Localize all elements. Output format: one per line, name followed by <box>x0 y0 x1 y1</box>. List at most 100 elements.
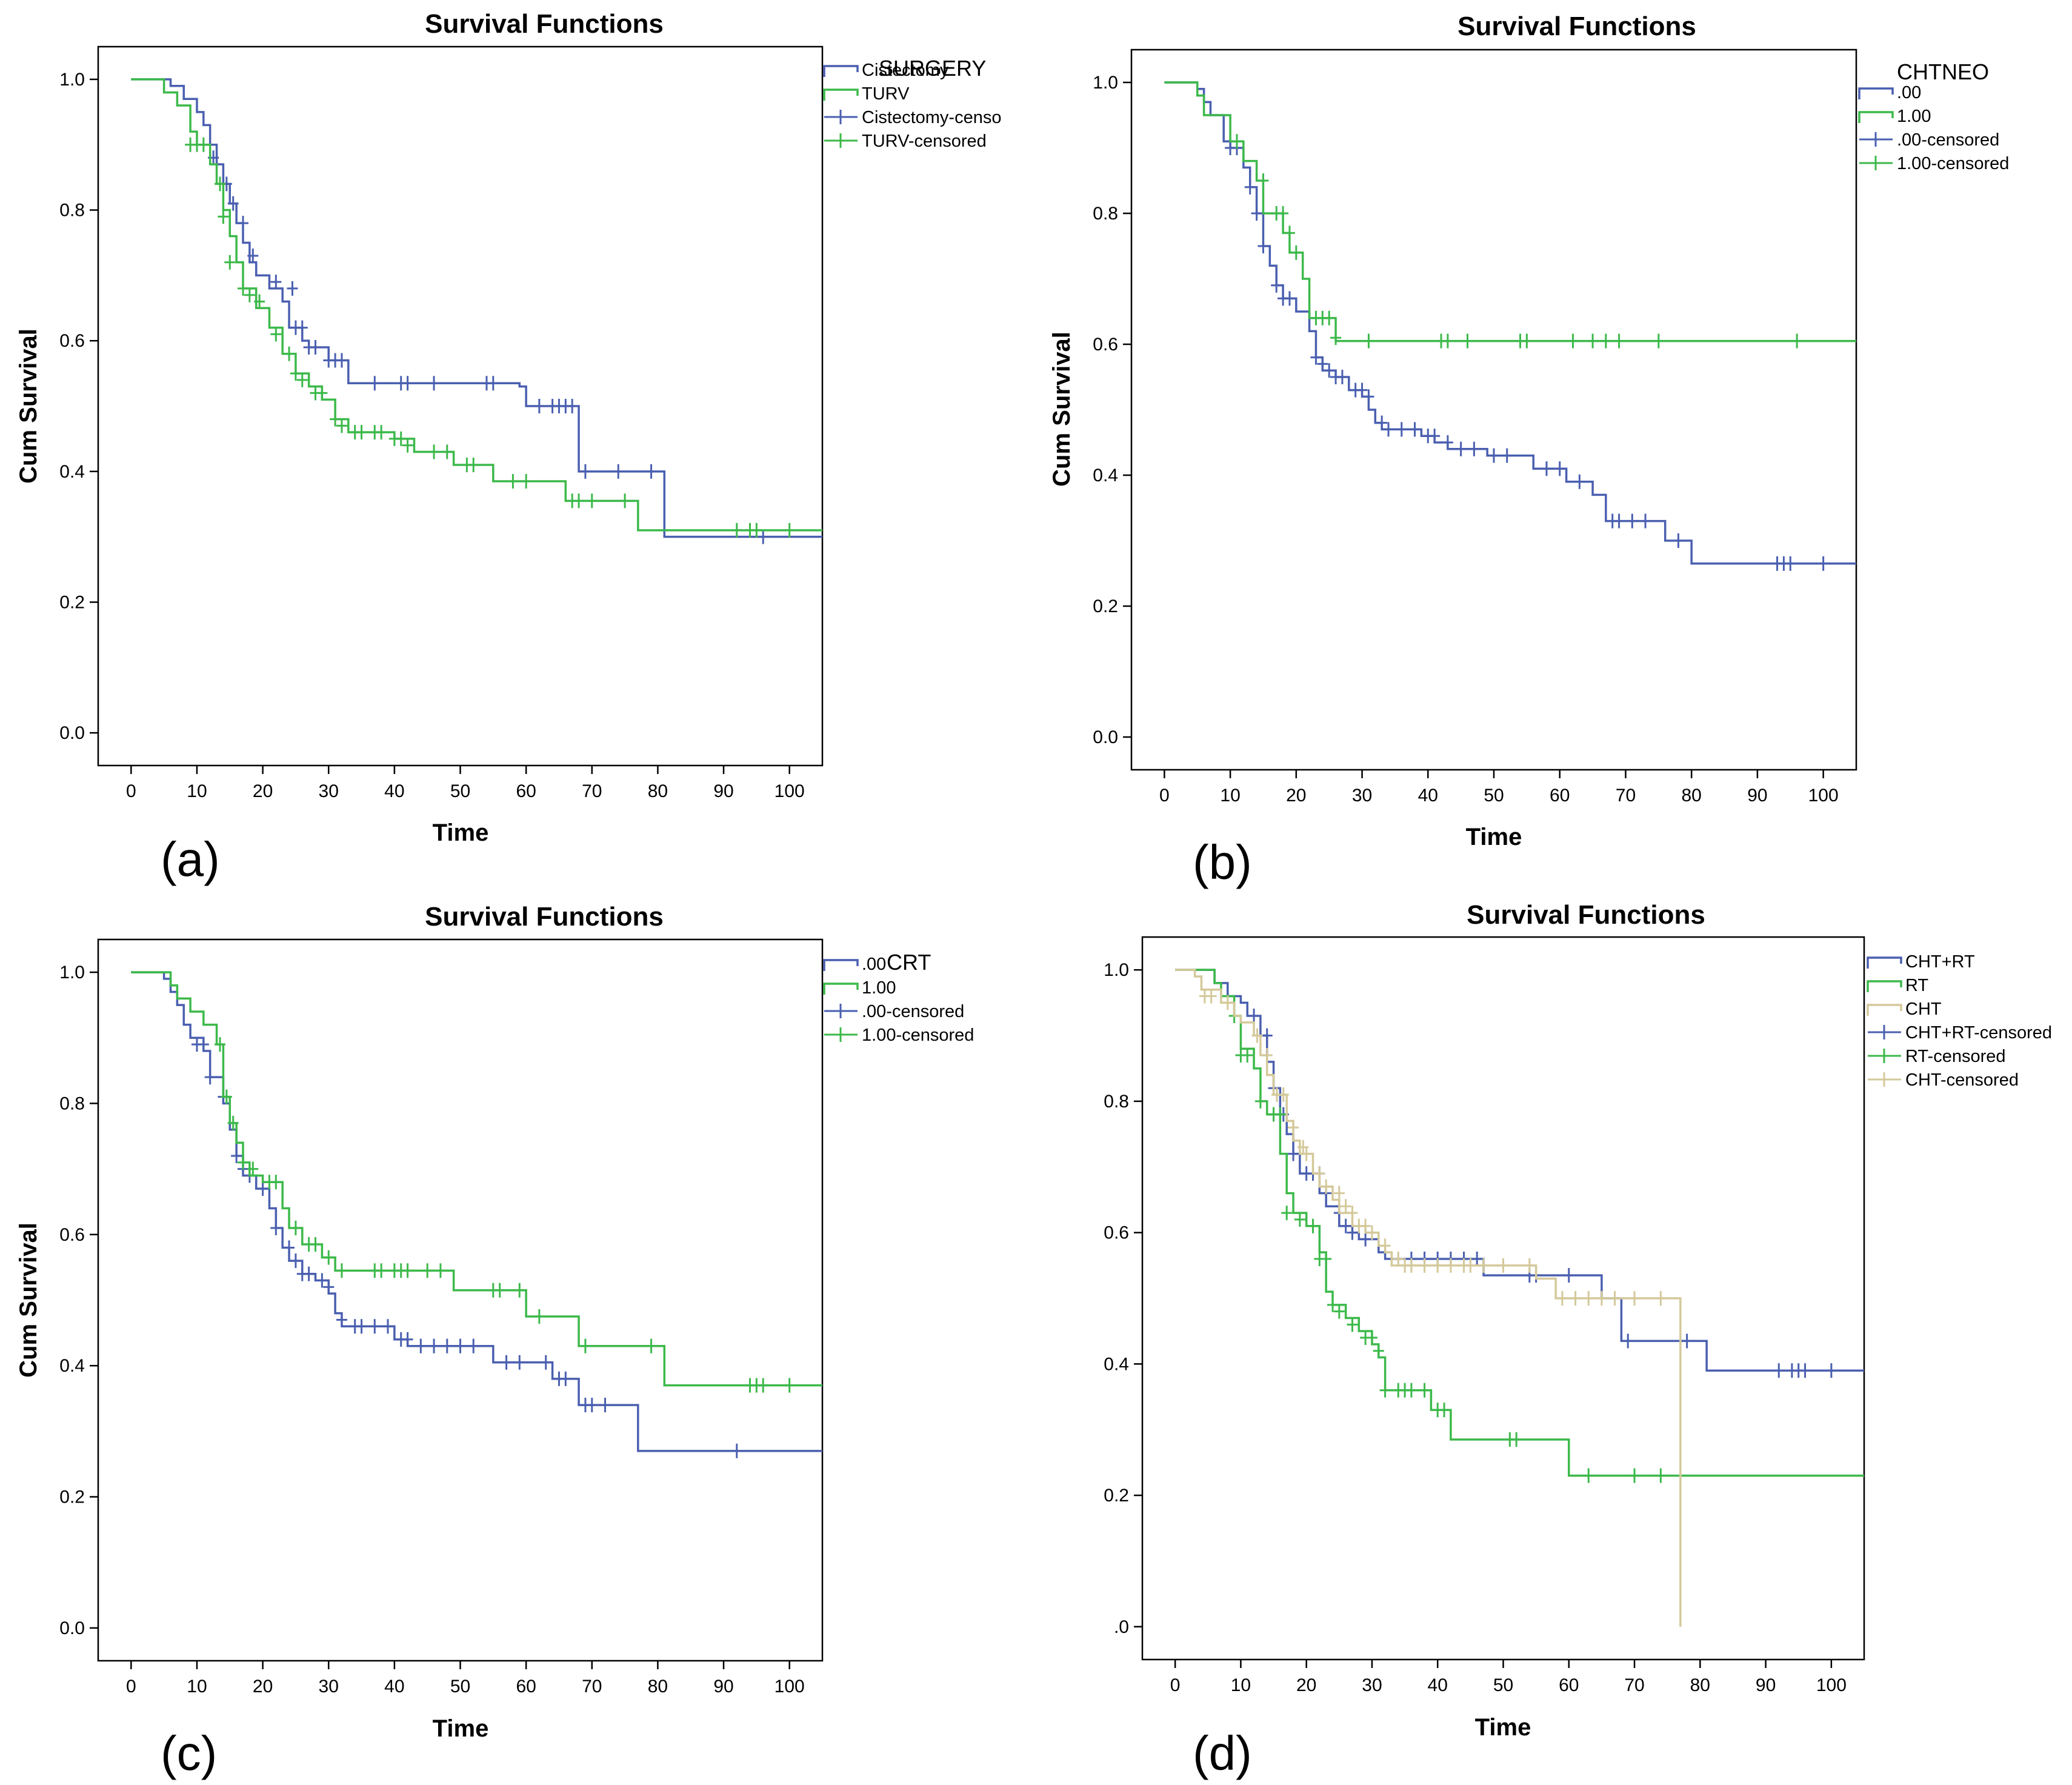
legend-swatch-step <box>823 88 859 101</box>
x-tick-label: 20 <box>253 1677 273 1697</box>
censor-mark <box>356 1319 367 1334</box>
censor-mark <box>1596 1291 1607 1306</box>
censor-mark <box>1324 310 1335 325</box>
censor-mark <box>1310 350 1322 365</box>
censor-mark <box>1629 1291 1641 1306</box>
legend-entry: Cistectomy <box>823 61 949 80</box>
censor-mark <box>1429 429 1441 444</box>
censor-mark <box>1613 333 1625 349</box>
legend-entry: .00-censored <box>824 1002 964 1021</box>
censor-mark <box>645 1338 657 1353</box>
x-tick-label: 30 <box>319 781 339 801</box>
censor-mark <box>1340 1199 1351 1214</box>
censor-mark <box>204 1070 216 1085</box>
censor-mark <box>1258 239 1269 253</box>
legend-entry: Cistectomy-censo <box>824 108 1001 127</box>
x-tick-label: 50 <box>450 1677 470 1697</box>
legend-label: 1.00-censored <box>862 1026 974 1045</box>
x-tick-label: 80 <box>648 1677 668 1697</box>
censor-mark <box>514 1283 525 1298</box>
censor-mark <box>441 444 453 459</box>
censor-mark <box>402 1263 413 1278</box>
censor-mark <box>1655 1468 1667 1483</box>
censor-mark <box>428 444 440 459</box>
censor-mark <box>1271 278 1282 293</box>
censor-mark <box>1462 333 1473 349</box>
censor-mark <box>254 294 265 309</box>
legend-label: .00 <box>862 955 886 974</box>
censor-mark <box>336 418 347 433</box>
censor-mark <box>336 1312 347 1327</box>
legend-label: .00-censored <box>862 1002 964 1021</box>
censor-mark <box>1324 363 1335 378</box>
censor-mark <box>1785 556 1796 571</box>
x-tick-label: 40 <box>1428 1675 1448 1695</box>
x-tick-label: 40 <box>1418 786 1438 806</box>
y-tick-label: 0.0 <box>59 723 85 743</box>
legend-label: 1.00-censored <box>1897 154 2009 173</box>
censor-mark <box>1301 1146 1312 1161</box>
legend-label: RT-censored <box>1905 1047 2006 1066</box>
censor-mark <box>1629 1468 1641 1483</box>
legend-entry: 1.00 <box>1858 107 1931 126</box>
censor-mark <box>579 1338 591 1353</box>
censor-mark <box>1281 1206 1293 1221</box>
y-tick-label: 0.8 <box>1104 1092 1129 1112</box>
censor-mark <box>336 1263 347 1278</box>
censor-mark <box>1640 513 1651 529</box>
panel-c: Survival Functions Time Cum Survival (c)… <box>15 902 974 1780</box>
censor-mark <box>376 425 387 440</box>
x-tick-label: 10 <box>187 1677 207 1697</box>
censor-mark <box>1681 1333 1693 1349</box>
censor-mark <box>1366 1225 1377 1240</box>
panel-label: (c) <box>161 1726 217 1780</box>
x-axis-label: Time <box>433 1715 489 1742</box>
x-tick-label: 80 <box>1681 786 1701 806</box>
y-axis-label: Cum Survival <box>1048 332 1075 487</box>
censor-mark <box>1488 448 1499 463</box>
censor-mark <box>270 275 282 290</box>
y-tick-label: 0.0 <box>1093 727 1118 747</box>
legend-entry: TURV <box>823 84 910 104</box>
y-axis-label: Cum Survival <box>15 1223 42 1378</box>
panel-label: (a) <box>161 832 220 886</box>
censor-mark <box>422 1263 433 1278</box>
censor-mark <box>303 1266 315 1281</box>
censor-mark <box>296 320 308 335</box>
legend-title: CRT <box>887 950 931 975</box>
legend-label: CHT+RT-censored <box>1905 1023 2052 1043</box>
censor-mark <box>402 1332 413 1347</box>
panel-d: Survival Functions Time (d) 0 10 20 30 40 50 6… <box>1104 900 2052 1780</box>
censor-mark <box>376 1263 387 1278</box>
x-tick-label: 70 <box>582 781 602 801</box>
y-tick-label: 0.6 <box>1093 335 1118 355</box>
x-tick-label: 20 <box>1286 786 1306 806</box>
censor-mark <box>579 464 591 479</box>
y-axis-label: Cum Survival <box>15 329 42 484</box>
y-tick-label: 0.4 <box>59 462 85 482</box>
x-tick-label: 50 <box>1484 786 1504 806</box>
censor-mark <box>1363 333 1374 349</box>
x-tick-label: 0 <box>126 781 136 801</box>
censor-mark <box>501 1355 512 1370</box>
x-axis-label: Time <box>1475 1714 1531 1741</box>
censor-mark <box>751 522 762 538</box>
censor-mark <box>1336 370 1348 384</box>
censor-mark <box>1363 389 1374 404</box>
x-tick-label: 10 <box>1231 1675 1251 1695</box>
censor-mark <box>310 1237 321 1252</box>
panel-b: Survival Functions Time Cum Survival (b)… <box>1048 12 2009 889</box>
censor-mark <box>198 1037 209 1052</box>
censor-mark <box>257 1181 268 1196</box>
censor-mark <box>1442 333 1453 349</box>
censor-mark <box>1419 1383 1430 1398</box>
x-tick-label: 40 <box>384 1677 404 1697</box>
censor-mark <box>1251 1028 1263 1043</box>
censor-mark <box>1541 461 1552 476</box>
legend-entry: .00 <box>1858 83 1921 102</box>
censor-mark <box>330 412 341 427</box>
x-tick-label: 40 <box>384 781 404 801</box>
censor-mark <box>507 473 519 489</box>
x-tick-label: 80 <box>1690 1675 1710 1695</box>
censor-mark <box>369 1319 381 1334</box>
